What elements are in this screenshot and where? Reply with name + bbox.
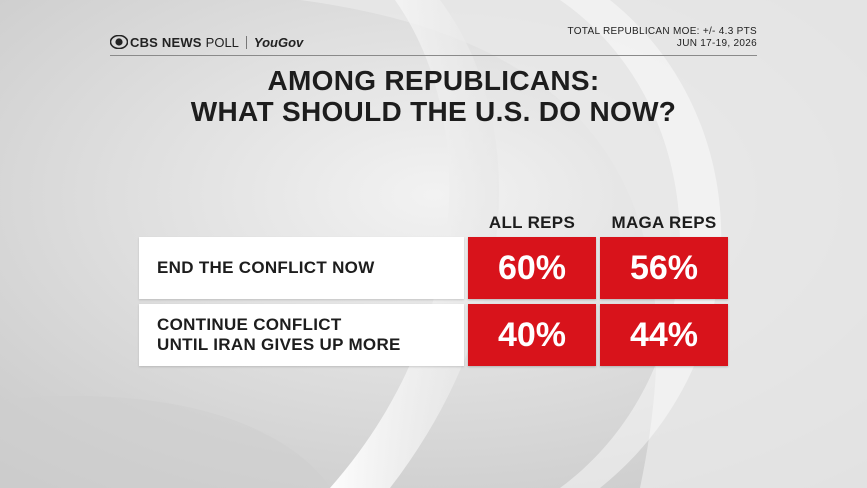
title-line-2: WHAT SHOULD THE U.S. DO NOW? xyxy=(190,96,677,127)
row-label-line: END THE CONFLICT NOW xyxy=(157,258,375,277)
header-rule xyxy=(110,55,757,56)
column-header-maga-reps: MAGA REPS xyxy=(611,213,717,232)
brand-partner: YouGov xyxy=(253,34,304,50)
moe-text: TOTAL REPUBLICAN MOE: +/- 4.3 PTS xyxy=(567,26,757,37)
cell-continue-conflict-maga-reps: 44% xyxy=(600,304,728,366)
cell-continue-conflict-all-reps: 40% xyxy=(468,304,596,366)
poll-dates: JUN 17-19, 2026 xyxy=(676,38,757,49)
row-label-line-1: CONTINUE CONFLICT xyxy=(157,315,342,334)
title-line-1: AMONG REPUBLICANS: xyxy=(267,65,600,96)
row-label-end-conflict: END THE CONFLICT NOW xyxy=(139,237,464,299)
row-label-line-2: UNTIL IRAN GIVES UP MORE xyxy=(157,335,401,354)
page-title: AMONG REPUBLICANS: WHAT SHOULD THE U.S. … xyxy=(0,65,867,127)
brand-divider xyxy=(245,35,247,49)
cell-end-conflict-maga-reps: 56% xyxy=(600,237,728,299)
cbs-eye-icon xyxy=(110,35,128,49)
brand-poll: POLL xyxy=(205,34,239,50)
brand-network: CBS NEWS xyxy=(130,34,202,50)
brand-logo: CBS NEWS POLL YouGov xyxy=(110,34,303,50)
moe-block: TOTAL REPUBLICAN MOE: +/- 4.3 PTS JUN 17… xyxy=(568,26,758,50)
column-header-all-reps: ALL REPS xyxy=(488,213,576,232)
row-label-continue-conflict: CONTINUE CONFLICT UNTIL IRAN GIVES UP MO… xyxy=(139,304,464,366)
cell-end-conflict-all-reps: 60% xyxy=(468,237,596,299)
